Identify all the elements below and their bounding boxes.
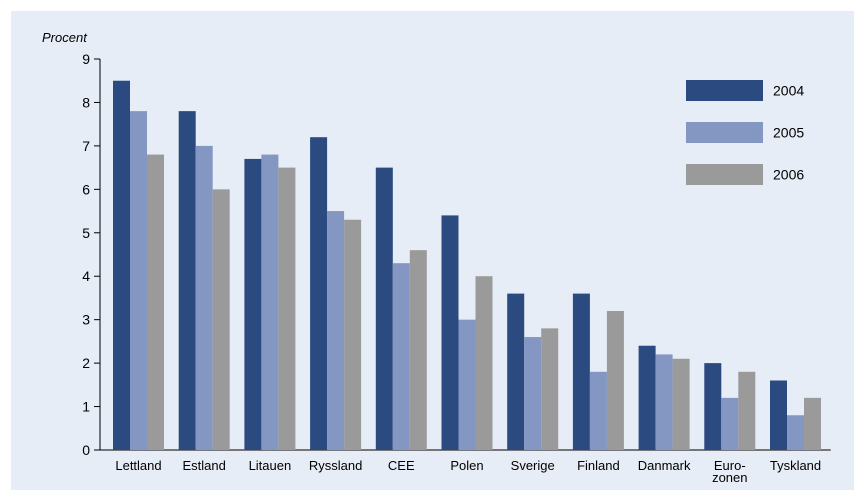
bar-2005 [458, 319, 476, 450]
x-tick-label: Sverige [511, 458, 555, 473]
y-tick-label: 3 [82, 312, 90, 328]
legend-swatch-2006 [686, 164, 763, 185]
bar-2006 [212, 189, 230, 451]
legend: 2004 2005 2006 [686, 80, 804, 185]
legend-label: 2004 [773, 83, 804, 99]
x-tick-label: Ryssland [309, 458, 362, 473]
bar-2006 [475, 276, 493, 450]
y-tick-label: 1 [82, 399, 90, 415]
bar-2005 [130, 111, 147, 450]
bar-2004 [375, 167, 393, 450]
bar-2004 [441, 215, 459, 450]
legend-swatch-2005 [686, 122, 763, 143]
bar-2005 [327, 211, 345, 450]
bar-2006 [409, 250, 427, 450]
bar-2006 [738, 371, 756, 450]
x-tick-label: CEE [388, 458, 415, 473]
bar-2006 [541, 328, 559, 450]
bars [113, 80, 821, 451]
bar-2006 [804, 397, 821, 450]
bar-2004 [638, 345, 656, 450]
y-tick-label: 6 [82, 181, 90, 197]
x-tick-label: Tyskland [770, 458, 821, 473]
legend-label: 2005 [773, 125, 804, 141]
x-tick-label: Estland [183, 458, 226, 473]
bar-2004 [507, 293, 525, 450]
x-tick-label: Danmark [638, 458, 691, 473]
x-tick-label: Finland [577, 458, 620, 473]
y-tick-label: 7 [82, 138, 90, 154]
bar-2006 [344, 219, 362, 450]
x-tick-label: Euro-zonen [712, 458, 747, 485]
x-tick-label: Lettland [115, 458, 161, 473]
bar-2004 [178, 111, 196, 450]
legend-label: 2006 [773, 167, 804, 183]
y-tick-label: 2 [82, 355, 90, 371]
bar-2005 [524, 337, 542, 450]
legend-swatch-2004 [686, 80, 763, 101]
bar-2004 [572, 293, 590, 450]
bar-2005 [195, 145, 213, 450]
bar-2006 [672, 358, 690, 450]
x-tick-label: Polen [450, 458, 483, 473]
bar-2005 [721, 397, 739, 450]
y-tick-label: 8 [82, 94, 90, 110]
bar-2004 [310, 137, 328, 450]
bar-2006 [147, 154, 164, 451]
bar-2005 [787, 415, 804, 450]
bar-2005 [589, 371, 607, 450]
bar-2005 [392, 263, 410, 450]
y-tick-label: 5 [82, 225, 90, 241]
bar-2006 [606, 310, 624, 450]
x-tick-label: Litauen [249, 458, 292, 473]
y-tick-label: 4 [82, 268, 90, 284]
y-tick-label: 9 [82, 51, 90, 67]
bar-2004 [244, 158, 262, 450]
bar-2005 [655, 354, 673, 450]
bar-2004 [770, 380, 787, 450]
bar-2004 [704, 363, 722, 450]
y-axis-label: Procent [42, 30, 88, 45]
bar-2005 [261, 154, 279, 451]
y-tick-label: 0 [82, 442, 90, 458]
bar-2004 [113, 80, 130, 450]
bar-2006 [278, 167, 296, 450]
